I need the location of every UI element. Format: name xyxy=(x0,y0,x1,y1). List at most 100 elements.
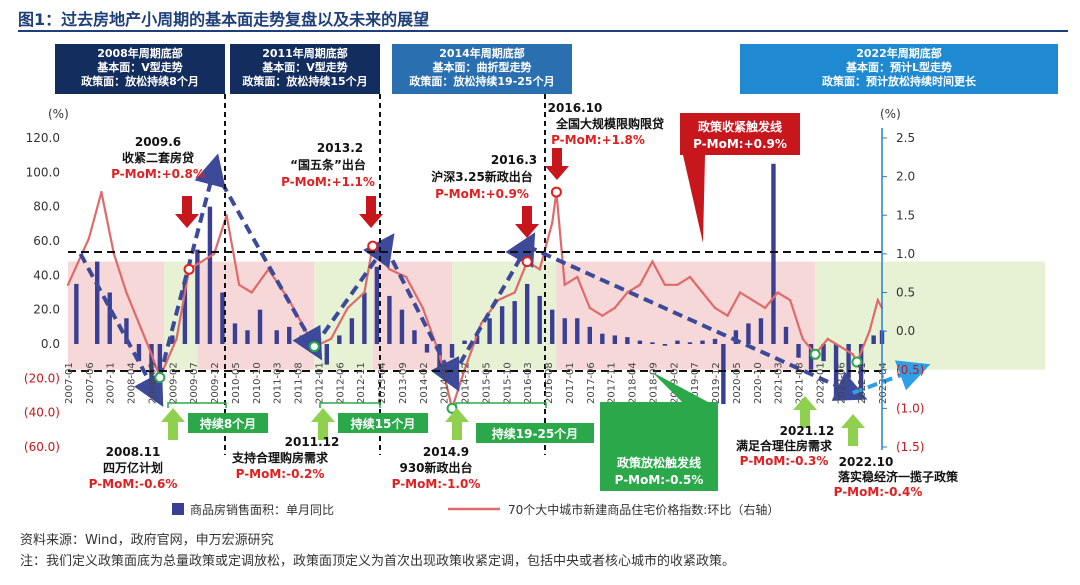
ann-2013-mom: P-MoM:+1.1% xyxy=(281,175,375,189)
key-marker-4 xyxy=(154,371,166,383)
price-point-53 xyxy=(776,291,779,294)
left-tick-6: 0.0 xyxy=(41,337,60,351)
bar-38 xyxy=(562,318,567,344)
bar-45 xyxy=(650,342,655,344)
price-point-49 xyxy=(726,314,729,317)
bar-41 xyxy=(600,333,605,344)
bar-10 xyxy=(207,206,213,344)
header-2008-line-3: 政策面：放松持续8个月 xyxy=(81,75,199,88)
x-tick-28: 2018-09 xyxy=(648,362,659,404)
price-point-14 xyxy=(250,291,253,294)
ann-2021-event: 满足合理住房需求 xyxy=(736,438,833,453)
price-point-0 xyxy=(66,283,70,286)
key-marker-0 xyxy=(183,263,195,275)
price-point-50 xyxy=(738,291,742,294)
price-point-8 xyxy=(175,337,178,341)
bar-57 xyxy=(796,344,801,358)
key-marker-1 xyxy=(367,240,379,252)
bar-27 xyxy=(424,344,430,353)
dur19-label: 持续19-25个月 xyxy=(492,426,578,441)
bar-36 xyxy=(537,295,542,344)
up-arrow-2014 xyxy=(445,408,469,440)
loosen-callout-line-1: 政策放松触发线 xyxy=(617,455,701,470)
bar-20 xyxy=(337,335,342,344)
left-tick-0: 120.0 xyxy=(26,131,60,145)
x-tick-24: 2017-01 xyxy=(565,362,576,404)
header-2014-line-1: 2014年周期底部 xyxy=(439,47,525,60)
bar-42 xyxy=(612,335,618,344)
loosen-callout-box xyxy=(600,449,718,491)
right-tick-0: 2.5 xyxy=(896,131,915,145)
note-text: 注：我们定义政策面底为总量政策或定调放松，政策面顶定义为首次出现政策收紧定调，包… xyxy=(20,554,736,569)
ann-2016-3-mom: P-MoM:+0.9% xyxy=(435,187,529,201)
down-arrow-2016-3 xyxy=(515,206,539,238)
trend-line-7 xyxy=(852,360,931,395)
price-point-54 xyxy=(788,299,792,302)
bar-24 xyxy=(387,295,392,344)
price-point-12 xyxy=(225,214,228,217)
dur15-box xyxy=(338,413,428,433)
ann-2016-10-date: 2016.10 xyxy=(548,101,603,115)
bar-9 xyxy=(195,249,200,344)
bar-29 xyxy=(449,344,455,358)
price-point-36 xyxy=(563,283,566,286)
x-tick-9: 2010-10 xyxy=(252,362,263,404)
bar-16 xyxy=(287,326,292,344)
bar-21 xyxy=(349,318,355,344)
x-tick-4: 2008-09 xyxy=(147,362,158,404)
x-tick-33: 2020-10 xyxy=(753,362,764,404)
bar-33 xyxy=(499,306,505,344)
legend-bar-swatch xyxy=(172,503,184,515)
x-tick-21: 2015-10 xyxy=(502,362,513,404)
ann-2022-date: 2022.10 xyxy=(839,455,894,469)
x-tick-36: 2022-01 xyxy=(815,362,826,404)
bar-19 xyxy=(324,344,330,365)
x-tick-38: 2022-11 xyxy=(857,362,868,404)
down-arrow-2016-10 xyxy=(545,148,569,180)
x-tick-31: 2019-12 xyxy=(711,362,722,404)
header-2022-line-3: 政策面：预计放松持续时间更长 xyxy=(822,75,976,88)
price-point-55 xyxy=(801,337,804,341)
dur8-box xyxy=(188,413,268,433)
bar-63 xyxy=(871,335,876,344)
left-tick-2: 80.0 xyxy=(33,200,60,214)
bar-25 xyxy=(399,309,405,344)
key-marker-6 xyxy=(446,402,458,414)
right-tick-3: 1.0 xyxy=(896,247,915,261)
price-point-23 xyxy=(388,268,391,271)
price-point-33 xyxy=(538,268,541,271)
price-line xyxy=(66,191,883,413)
bar-23 xyxy=(374,266,380,344)
bar-6 xyxy=(157,344,163,379)
bar-55 xyxy=(771,163,776,344)
right-tick-4: 0.5 xyxy=(896,286,915,300)
band-7 xyxy=(815,261,1045,370)
x-tick-34: 2021-03 xyxy=(774,362,785,404)
price-point-6 xyxy=(150,353,153,356)
down-arrow-2013 xyxy=(359,196,383,228)
ann-2021-date: 2021.12 xyxy=(780,424,835,438)
ann-2013-event: “国五条”出台 xyxy=(290,157,366,172)
bracket-19 xyxy=(455,402,547,408)
price-point-31 xyxy=(513,291,516,294)
x-tick-16: 2013-09 xyxy=(398,362,409,404)
bar-5 xyxy=(149,344,154,387)
price-point-45 xyxy=(676,283,679,286)
bar-30 xyxy=(462,340,467,344)
price-point-37 xyxy=(576,275,579,279)
bar-48 xyxy=(687,342,693,344)
right-tick-1: 2.0 xyxy=(896,170,915,184)
x-tick-2: 2007-11 xyxy=(106,362,117,404)
header-2022: 2022年周期底部 基本面：预计L型走势 政策面：预计放松持续时间更长 xyxy=(740,44,1058,94)
ann-2008-event: 四万亿计划 xyxy=(103,460,163,475)
left-tick-3: 60.0 xyxy=(33,234,60,248)
bar-40 xyxy=(587,326,592,344)
bar-0 xyxy=(74,283,79,344)
right-tick-8: (1.5) xyxy=(896,440,924,454)
x-tick-14: 2012-11 xyxy=(356,362,367,404)
bar-47 xyxy=(675,340,680,344)
tighten-callout xyxy=(680,113,800,243)
header-2022-line-1: 2022年周期底部 xyxy=(856,47,942,60)
bar-44 xyxy=(637,340,643,344)
x-tick-13: 2012-06 xyxy=(335,362,346,404)
